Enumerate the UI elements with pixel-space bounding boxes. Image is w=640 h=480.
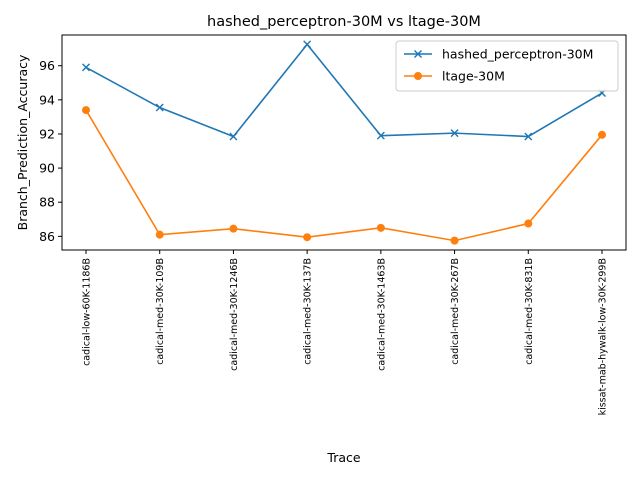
legend-box [395, 40, 619, 92]
marker-stroke [229, 132, 238, 141]
series-line [85, 109, 603, 242]
series-hashed_perceptron-30M [82, 40, 606, 141]
y-tick-label: 90 [39, 161, 55, 176]
legend-label: ltage-30M [442, 69, 505, 84]
data-point [376, 223, 385, 232]
x-axis-label: Trace [326, 450, 360, 465]
x-tick-label: kissat-mab-hywalk-low-30K-299B [598, 258, 609, 415]
data-point [82, 63, 90, 72]
data-point [303, 233, 312, 242]
y-tick-label: 86 [39, 229, 55, 244]
marker-stroke [303, 40, 312, 49]
legend-label: hashed_perceptron-30M [442, 47, 593, 62]
data-point [450, 129, 459, 138]
series-ltage-30M [82, 106, 606, 245]
series-line [85, 43, 603, 138]
x-tick-label: cadical-med-30K-137B [303, 258, 314, 365]
y-tick-label: 96 [39, 58, 55, 73]
y-axis: 86 88 90 92 94 96 [39, 58, 62, 244]
data-point [82, 106, 90, 115]
chart-title: hashed_perceptron-30M vs ltage-30M [207, 14, 481, 30]
legend-item: hashed_perceptron-30M [404, 47, 593, 62]
y-axis-label: Branch_Prediction_Accuracy [15, 54, 30, 230]
data-point [598, 130, 606, 139]
marker-stroke [82, 63, 90, 72]
data-point [155, 103, 164, 112]
marker-stroke [524, 132, 533, 141]
marker-stroke [376, 131, 385, 140]
x-tick-label: cadical-med-30K-109B [155, 258, 166, 365]
x-tick-label: cadical-med-30K-831B [524, 258, 535, 365]
legend: hashed_perceptron-30M ltage-30M [395, 40, 619, 92]
x-tick-label: cadical-med-30K-1463B [376, 258, 387, 371]
data-point [155, 230, 164, 239]
data-point [229, 132, 238, 141]
x-axis: cadical-low-60K-1186B cadical-med-30K-109… [82, 250, 609, 415]
y-tick-label: 94 [39, 92, 55, 107]
plot-area [82, 40, 606, 245]
y-tick-label: 88 [39, 195, 55, 210]
marker-stroke [155, 103, 164, 112]
x-tick-label: cadical-low-60K-1186B [82, 258, 93, 366]
axes-frame [61, 34, 627, 251]
data-point [524, 132, 533, 141]
marker-stroke [450, 129, 459, 138]
x-tick-label: cadical-med-30K-1246B [229, 258, 240, 371]
y-tick-label: 92 [39, 126, 55, 141]
data-point [524, 219, 533, 228]
data-point [450, 236, 459, 245]
legend-item: ltage-30M [404, 69, 505, 84]
x-tick-label: cadical-med-30K-267B [450, 258, 461, 365]
data-point [303, 40, 312, 49]
data-point [376, 131, 385, 140]
legend-marker [414, 50, 422, 58]
data-point [229, 224, 238, 233]
legend-marker [414, 72, 422, 80]
